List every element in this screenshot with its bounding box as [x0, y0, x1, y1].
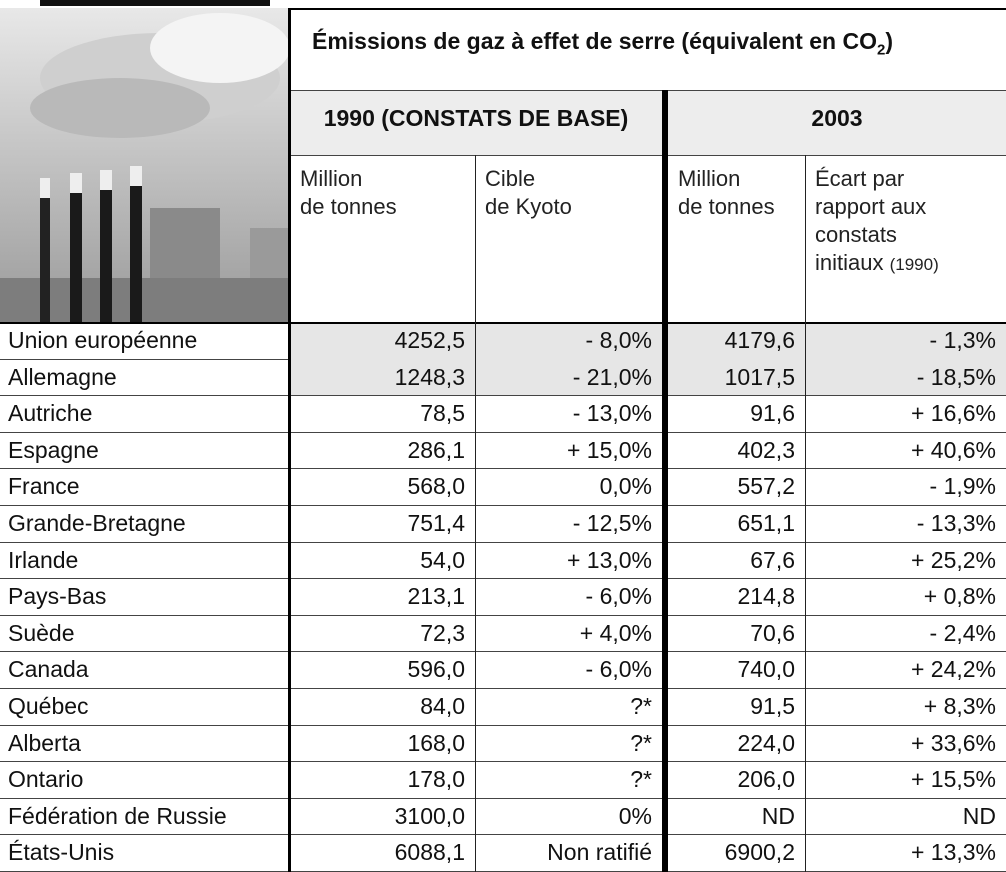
cell: 557,2: [668, 468, 805, 505]
cell: - 1,9%: [805, 468, 1006, 505]
cell: 84,0: [290, 688, 475, 725]
column-line: [475, 155, 476, 872]
cell: 568,0: [290, 468, 475, 505]
cell: 91,5: [668, 688, 805, 725]
cell: 70,6: [668, 615, 805, 652]
cell: 54,0: [290, 542, 475, 579]
column-header: Écart par rapport aux constats initiaux …: [805, 155, 1006, 322]
cell: - 12,5%: [475, 505, 662, 542]
cell: + 15,5%: [805, 761, 1006, 798]
cell: 0%: [475, 798, 662, 835]
table-title: Émissions de gaz à effet de serre (équiv…: [290, 8, 1006, 90]
cell: + 4,0%: [475, 615, 662, 652]
cell: - 13,0%: [475, 395, 662, 432]
cell: - 6,0%: [475, 578, 662, 615]
cell: ND: [805, 798, 1006, 835]
column-line: [288, 8, 291, 872]
cell: 651,1: [668, 505, 805, 542]
column-header-text: Million de tonnes: [678, 166, 775, 219]
cell: 596,0: [290, 651, 475, 688]
cell: + 33,6%: [805, 725, 1006, 762]
row-label: Pays-Bas: [8, 578, 288, 615]
cell: 751,4: [290, 505, 475, 542]
cell: 740,0: [668, 651, 805, 688]
cell: 6088,1: [290, 834, 475, 871]
column-header: Cible de Kyoto: [475, 155, 662, 322]
cell: 1248,3: [290, 359, 475, 396]
cell: ND: [668, 798, 805, 835]
column-header-note: (1990): [890, 255, 939, 274]
row-label: Fédération de Russie: [8, 798, 288, 835]
cell: 67,6: [668, 542, 805, 579]
cell: + 0,8%: [805, 578, 1006, 615]
title-text: Émissions de gaz à effet de serre (équiv…: [312, 28, 877, 54]
cell: 4179,6: [668, 322, 805, 359]
row-label: États-Unis: [8, 834, 288, 871]
column-header: Million de tonnes: [290, 155, 475, 322]
cell: ?*: [475, 725, 662, 762]
cell: + 25,2%: [805, 542, 1006, 579]
cell: 91,6: [668, 395, 805, 432]
cell: - 8,0%: [475, 322, 662, 359]
row-label: Autriche: [8, 395, 288, 432]
cell: 0,0%: [475, 468, 662, 505]
cell: 6900,2: [668, 834, 805, 871]
cell: 214,8: [668, 578, 805, 615]
cell: 4252,5: [290, 322, 475, 359]
page: Émissions de gaz à effet de serre (équiv…: [0, 0, 1006, 872]
cell: + 13,0%: [475, 542, 662, 579]
cell: 178,0: [290, 761, 475, 798]
cell: 3100,0: [290, 798, 475, 835]
cell: ?*: [475, 761, 662, 798]
column-line: [662, 90, 668, 872]
header-line: [290, 155, 1006, 156]
cell: - 1,3%: [805, 322, 1006, 359]
cell: 213,1: [290, 578, 475, 615]
row-label: Irlande: [8, 542, 288, 579]
cell: 1017,5: [668, 359, 805, 396]
cell: + 40,6%: [805, 432, 1006, 469]
row-label: Suède: [8, 615, 288, 652]
cell: 286,1: [290, 432, 475, 469]
cell: 72,3: [290, 615, 475, 652]
header-line: [0, 322, 1006, 324]
group-header: 2003: [668, 90, 1006, 155]
row-label: Union européenne: [8, 322, 288, 359]
cell: - 21,0%: [475, 359, 662, 396]
cell: 206,0: [668, 761, 805, 798]
top-line: [290, 8, 1006, 10]
cell: ?*: [475, 688, 662, 725]
row-label: Alberta: [8, 725, 288, 762]
title-end: ): [885, 28, 893, 54]
row-label: Grande-Bretagne: [8, 505, 288, 542]
cell: 402,3: [668, 432, 805, 469]
photo: [0, 8, 290, 322]
cell: - 13,3%: [805, 505, 1006, 542]
cell: 224,0: [668, 725, 805, 762]
cell: 78,5: [290, 395, 475, 432]
column-header-text: Million de tonnes: [300, 166, 397, 219]
group-header: 1990 (CONSTATS DE BASE): [290, 90, 662, 155]
cell: 168,0: [290, 725, 475, 762]
column-header-text: Cible de Kyoto: [485, 166, 572, 219]
column-line: [805, 155, 806, 872]
row-label: Ontario: [8, 761, 288, 798]
row-label: Québec: [8, 688, 288, 725]
cell: + 15,0%: [475, 432, 662, 469]
row-label: France: [8, 468, 288, 505]
top-strip: [0, 0, 1006, 8]
cell: - 2,4%: [805, 615, 1006, 652]
cell: + 24,2%: [805, 651, 1006, 688]
column-header: Million de tonnes: [668, 155, 805, 322]
cell: + 8,3%: [805, 688, 1006, 725]
cell: Non ratifié: [475, 834, 662, 871]
cell: + 13,3%: [805, 834, 1006, 871]
row-label: Allemagne: [8, 359, 288, 396]
cell: + 16,6%: [805, 395, 1006, 432]
header-line: [290, 90, 1006, 91]
cell: - 18,5%: [805, 359, 1006, 396]
row-label: Canada: [8, 651, 288, 688]
row-label: Espagne: [8, 432, 288, 469]
cell: - 6,0%: [475, 651, 662, 688]
